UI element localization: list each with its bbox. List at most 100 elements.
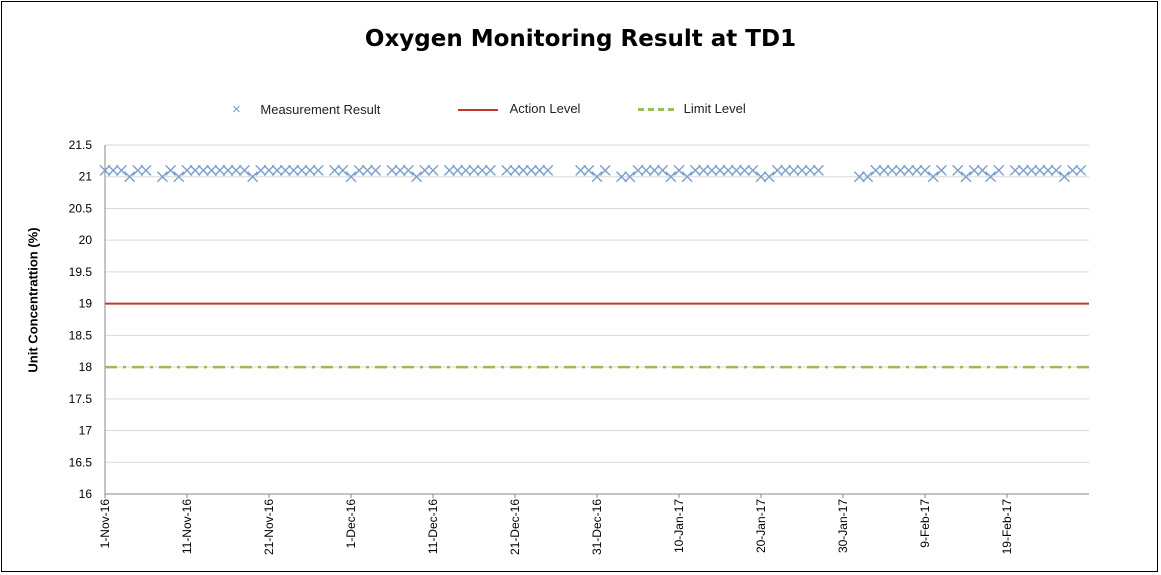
measurement-point <box>960 171 972 183</box>
legend-marker-x: × <box>232 101 241 118</box>
measurement-point <box>1050 164 1062 176</box>
measurement-point <box>722 164 734 176</box>
measurement-point <box>730 164 742 176</box>
measurement-point <box>632 164 644 176</box>
measurement-point <box>156 171 168 183</box>
measurement-point <box>763 171 775 183</box>
measurement-point <box>968 164 980 176</box>
x-tick-label: 10-Jan-17 <box>672 499 686 553</box>
measurement-point <box>304 164 316 176</box>
measurement-point <box>353 164 365 176</box>
y-tick-label: 18 <box>79 360 93 374</box>
measurement-point <box>993 164 1005 176</box>
measurement-point <box>665 171 677 183</box>
measurement-point <box>542 164 554 176</box>
legend-limit: Limit Level <box>638 101 746 116</box>
legend-limit-label: Limit Level <box>683 101 746 116</box>
measurement-point <box>214 164 226 176</box>
measurement-point <box>181 164 193 176</box>
measurement-point <box>525 164 537 176</box>
y-tick-label: 18.5 <box>69 328 93 342</box>
legend-limit-line <box>638 108 674 112</box>
measurement-point <box>361 164 373 176</box>
x-tick-label: 9-Feb-17 <box>918 499 932 548</box>
measurement-point <box>386 164 398 176</box>
measurement-point <box>681 171 693 183</box>
measurement-point <box>919 164 931 176</box>
measurement-point <box>591 171 603 183</box>
measurement-point <box>739 164 751 176</box>
measurement-point <box>788 164 800 176</box>
measurement-point <box>583 164 595 176</box>
measurement-point <box>337 164 349 176</box>
measurement-point <box>673 164 685 176</box>
measurement-point <box>1009 164 1021 176</box>
x-tick-label: 11-Nov-16 <box>180 499 194 554</box>
y-tick-label: 19 <box>79 297 93 311</box>
measurement-point <box>443 164 455 176</box>
measurement-point <box>206 164 218 176</box>
measurement-point <box>132 164 144 176</box>
x-tick-label: 21-Nov-16 <box>262 499 276 555</box>
measurement-point <box>197 164 209 176</box>
measurement-point <box>329 164 341 176</box>
measurement-point <box>862 171 874 183</box>
y-tick-label: 21 <box>79 170 93 184</box>
x-tick-label: 31-Dec-16 <box>590 499 604 555</box>
measurement-point <box>279 164 291 176</box>
measurement-point <box>1067 164 1079 176</box>
measurement-point <box>534 164 546 176</box>
measurement-point <box>886 164 898 176</box>
y-tick-label: 20.5 <box>69 201 93 215</box>
measurement-point <box>927 171 939 183</box>
measurement-point <box>903 164 915 176</box>
measurement-point <box>452 164 464 176</box>
chart-title: Oxygen Monitoring Result at TD1 <box>364 26 797 52</box>
measurement-point <box>1042 164 1054 176</box>
measurement-point <box>427 164 439 176</box>
measurement-point <box>804 164 816 176</box>
measurement-point <box>870 164 882 176</box>
measurement-point <box>624 171 636 183</box>
measurement-point <box>484 164 496 176</box>
measurement-point <box>640 164 652 176</box>
measurement-point <box>140 164 152 176</box>
measurement-point <box>575 164 587 176</box>
measurement-point <box>517 164 529 176</box>
measurement-point <box>312 164 324 176</box>
legend-action: Action Level <box>458 101 580 116</box>
y-tick-label: 20 <box>79 233 93 247</box>
measurement-point <box>263 164 275 176</box>
measurement-point <box>460 164 472 176</box>
x-tick-label: 20-Jan-17 <box>754 499 768 553</box>
measurement-point <box>247 171 259 183</box>
y-tick-label: 17.5 <box>69 392 93 406</box>
measurement-point <box>99 164 111 176</box>
measurement-point <box>771 164 783 176</box>
measurement-point <box>985 171 997 183</box>
x-tick-label: 1-Nov-16 <box>98 499 112 549</box>
x-tick-label: 21-Dec-16 <box>508 499 522 555</box>
measurement-point <box>230 164 242 176</box>
legend-action-line <box>458 108 498 111</box>
measurement-point <box>796 164 808 176</box>
measurement-point <box>853 171 865 183</box>
measurement-point <box>468 164 480 176</box>
measurement-point <box>755 171 767 183</box>
y-tick-label: 16.5 <box>69 455 93 469</box>
measurement-point <box>107 164 119 176</box>
measurement-point <box>222 164 234 176</box>
measurement-point <box>894 164 906 176</box>
measurement-point <box>288 164 300 176</box>
measurement-point <box>714 164 726 176</box>
measurement-point <box>370 164 382 176</box>
measurement-point <box>124 171 136 183</box>
x-tick-label: 30-Jan-17 <box>836 499 850 553</box>
measurement-point <box>976 164 988 176</box>
legend-measurement: × Measurement Result <box>232 101 380 118</box>
x-tick-label: 1-Dec-16 <box>344 499 358 549</box>
measurement-point <box>935 164 947 176</box>
y-tick-label: 21.5 <box>69 138 93 152</box>
